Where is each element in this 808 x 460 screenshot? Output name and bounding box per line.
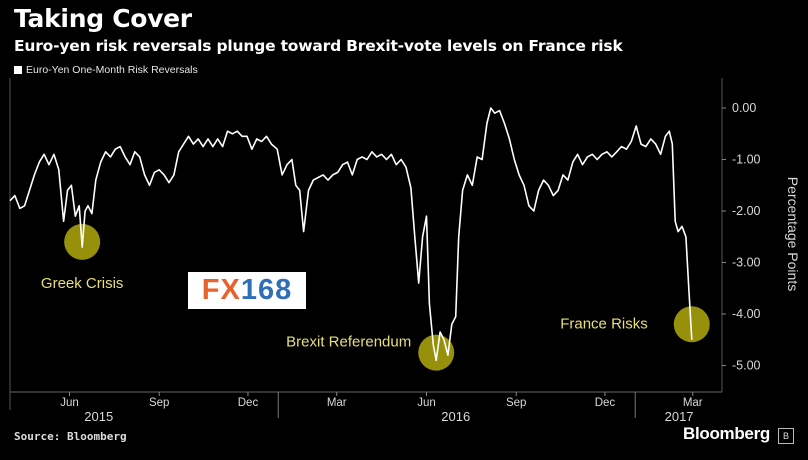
y-tick-label: -4.00 (732, 307, 761, 321)
source-note: Source: Bloomberg (14, 430, 127, 443)
y-tick-label: -2.00 (732, 204, 761, 218)
brand-logo: Bloomberg (682, 424, 770, 443)
x-tick-label: Dec (595, 397, 616, 409)
chart-title: Taking Cover (14, 4, 192, 33)
x-tick-label: Sep (506, 397, 526, 409)
y-tick-label: -3.00 (732, 256, 761, 270)
y-tick-label: 0.00 (732, 101, 756, 115)
x-tick-label: Jun (417, 397, 436, 409)
legend-swatch (14, 66, 22, 74)
watermark-fx: FX (201, 274, 241, 306)
x-tick-label: Dec (238, 397, 259, 409)
series-line (9, 107, 693, 362)
x-tick-label: Jun (60, 397, 79, 409)
watermark-logo: FX168 (188, 272, 306, 309)
legend-label: Euro-Yen One-Month Risk Reversals (26, 64, 198, 76)
annotation-marker (673, 306, 710, 343)
annotation-label: Greek Crisis (41, 275, 124, 292)
legend: Euro-Yen One-Month Risk Reversals (14, 64, 198, 76)
year-label: 2017 (665, 409, 694, 424)
year-label: 2016 (441, 409, 470, 424)
y-axis-label: Percentage Points (785, 177, 801, 291)
year-label: 2015 (84, 409, 113, 424)
brand-mark-icon: B (778, 428, 794, 444)
annotation-label: Brexit Referendum (286, 334, 411, 351)
watermark-num: 168 (240, 274, 293, 306)
x-tick-label: Mar (683, 397, 703, 409)
y-tick-label: -1.00 (732, 153, 761, 167)
x-tick-label: Sep (149, 397, 169, 409)
y-tick-label: -5.00 (732, 359, 761, 373)
annotation-label: France Risks (560, 315, 648, 332)
chart-subtitle: Euro-yen risk reversals plunge toward Br… (14, 37, 623, 55)
x-tick-label: Mar (327, 397, 347, 409)
